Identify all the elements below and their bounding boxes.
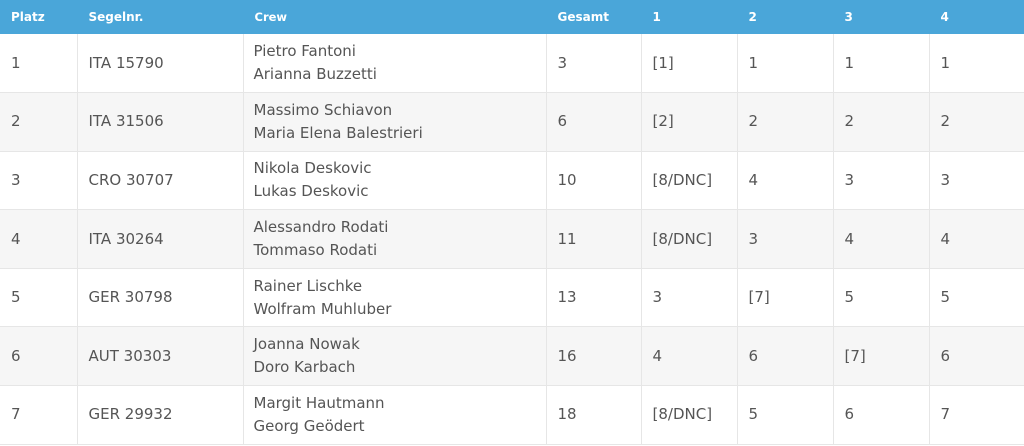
crew-member-name: Rainer Lischke <box>253 276 363 295</box>
crew-member-name: Alessandro Rodati <box>253 218 389 237</box>
crew-member-name: Lukas Deskovic <box>253 182 369 201</box>
cell-race-1: [2] <box>641 92 738 152</box>
table-row: 3 CRO 30707 Nikola Deskovic Lukas Deskov… <box>0 151 1024 211</box>
cell-race-2: 5 <box>737 385 834 445</box>
cell-platz: 1 <box>0 34 78 94</box>
cell-race-2: 3 <box>737 209 834 269</box>
cell-race-3: 1 <box>833 34 930 94</box>
cell-gesamt: 16 <box>546 326 642 387</box>
cell-platz: 7 <box>0 385 78 445</box>
crew-member-name: Georg Geödert <box>253 416 365 435</box>
column-header-race-2[interactable]: 2 <box>737 0 834 34</box>
cell-race-1: [8/DNC] <box>641 385 738 445</box>
cell-crew: Nikola Deskovic Lukas Deskovic <box>243 151 547 211</box>
cell-segelnr: ITA 31506 <box>77 92 244 152</box>
cell-race-1: [8/DNC] <box>641 209 738 269</box>
cell-gesamt: 3 <box>546 34 642 94</box>
column-header-race-3[interactable]: 3 <box>833 0 930 34</box>
cell-race-1: 4 <box>641 326 738 387</box>
cell-race-2: 4 <box>737 151 834 211</box>
cell-segelnr: CRO 30707 <box>77 151 244 211</box>
cell-race-4: 7 <box>929 385 1024 445</box>
crew-member-name: Doro Karbach <box>253 358 356 377</box>
cell-race-1: [1] <box>641 34 738 94</box>
column-header-segelnr[interactable]: Segelnr. <box>77 0 244 34</box>
cell-gesamt: 13 <box>546 268 642 328</box>
table-row: 1 ITA 15790 Pietro Fantoni Arianna Buzze… <box>0 34 1024 94</box>
cell-race-3: [7] <box>833 326 930 387</box>
column-header-crew[interactable]: Crew <box>243 0 547 34</box>
cell-crew: Joanna Nowak Doro Karbach <box>243 326 547 387</box>
cell-race-2: [7] <box>737 268 834 328</box>
cell-race-3: 5 <box>833 268 930 328</box>
cell-race-4: 3 <box>929 151 1024 211</box>
crew-member-name: Wolfram Muhluber <box>253 299 392 318</box>
column-header-race-1[interactable]: 1 <box>641 0 738 34</box>
crew-member-name: Massimo Schiavon <box>253 100 393 119</box>
cell-race-3: 3 <box>833 151 930 211</box>
cell-platz: 2 <box>0 92 78 152</box>
crew-member-name: Arianna Buzzetti <box>253 65 377 84</box>
cell-platz: 6 <box>0 326 78 387</box>
crew-member-name: Pietro Fantoni <box>253 42 356 61</box>
cell-segelnr: ITA 30264 <box>77 209 244 269</box>
table-row: 5 GER 30798 Rainer Lischke Wolfram Muhlu… <box>0 268 1024 328</box>
cell-platz: 3 <box>0 151 78 211</box>
crew-member-name: Margit Hautmann <box>253 393 385 412</box>
cell-platz: 5 <box>0 268 78 328</box>
column-header-gesamt[interactable]: Gesamt <box>546 0 642 34</box>
cell-race-3: 2 <box>833 92 930 152</box>
cell-race-2: 6 <box>737 326 834 387</box>
cell-crew: Alessandro Rodati Tommaso Rodati <box>243 209 547 269</box>
column-header-race-4[interactable]: 4 <box>929 0 1024 34</box>
cell-race-4: 5 <box>929 268 1024 328</box>
crew-member-name: Tommaso Rodati <box>253 241 378 260</box>
column-header-platz[interactable]: Platz <box>0 0 78 34</box>
cell-race-4: 2 <box>929 92 1024 152</box>
cell-gesamt: 11 <box>546 209 642 269</box>
table-row: 6 AUT 30303 Joanna Nowak Doro Karbach 16… <box>0 326 1024 387</box>
table-row: 7 GER 29932 Margit Hautmann Georg Geöder… <box>0 385 1024 445</box>
crew-member-name: Joanna Nowak <box>253 335 360 354</box>
crew-member-name: Maria Elena Balestrieri <box>253 123 423 142</box>
cell-segelnr: ITA 15790 <box>77 34 244 94</box>
cell-segelnr: GER 30798 <box>77 268 244 328</box>
cell-segelnr: GER 29932 <box>77 385 244 445</box>
cell-crew: Margit Hautmann Georg Geödert <box>243 385 547 445</box>
cell-race-4: 1 <box>929 34 1024 94</box>
cell-gesamt: 10 <box>546 151 642 211</box>
cell-race-1: [8/DNC] <box>641 151 738 211</box>
table-header-row: Platz Segelnr. Crew Gesamt 1 2 3 4 <box>0 0 1024 34</box>
table-row: 2 ITA 31506 Massimo Schiavon Maria Elena… <box>0 92 1024 152</box>
cell-race-2: 1 <box>737 34 834 94</box>
cell-gesamt: 18 <box>546 385 642 445</box>
table-row: 4 ITA 30264 Alessandro Rodati Tommaso Ro… <box>0 209 1024 269</box>
cell-crew: Rainer Lischke Wolfram Muhluber <box>243 268 547 328</box>
cell-platz: 4 <box>0 209 78 269</box>
cell-gesamt: 6 <box>546 92 642 152</box>
cell-race-2: 2 <box>737 92 834 152</box>
cell-race-3: 6 <box>833 385 930 445</box>
cell-race-3: 4 <box>833 209 930 269</box>
cell-race-4: 4 <box>929 209 1024 269</box>
cell-race-4: 6 <box>929 326 1024 387</box>
cell-race-1: 3 <box>641 268 738 328</box>
crew-member-name: Nikola Deskovic <box>253 159 372 178</box>
cell-segelnr: AUT 30303 <box>77 326 244 387</box>
cell-crew: Pietro Fantoni Arianna Buzzetti <box>243 34 547 94</box>
cell-crew: Massimo Schiavon Maria Elena Balestrieri <box>243 92 547 152</box>
